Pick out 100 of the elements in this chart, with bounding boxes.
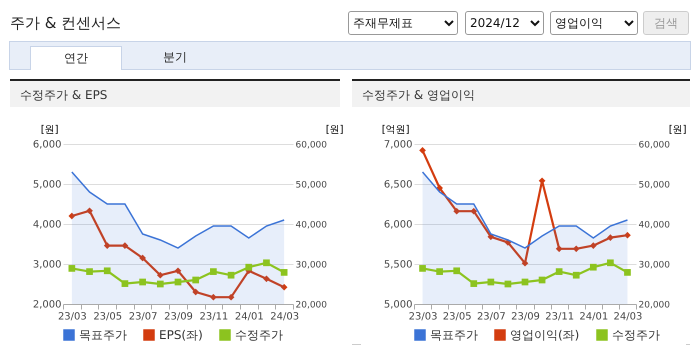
chart-title: 수정주가 & EPS [10, 79, 340, 107]
y2-tick-label: 60,000 [296, 140, 328, 150]
legend-label: 목표주가 [430, 328, 478, 342]
x-tick-label: 23/05 [442, 312, 472, 322]
y2-tick-label: 50,000 [638, 180, 670, 190]
point [104, 267, 111, 274]
point [86, 268, 93, 275]
y-tick-label: 2,000 [32, 300, 62, 310]
point [607, 234, 614, 241]
dropdown-select: 영업이익 [550, 11, 638, 35]
y2-axis-title: [원] [668, 124, 687, 136]
chart-title: 수정주가 & 영업이익 [352, 79, 690, 107]
point [522, 260, 528, 267]
point [487, 278, 494, 286]
point [122, 242, 128, 249]
x-tick-label: 23/11 [199, 312, 228, 322]
point [504, 280, 512, 288]
x-tick-label: 23/07 [476, 312, 506, 322]
text: 주가 & 컨센서스 [10, 14, 122, 33]
legend-label: 수정주가 [235, 328, 283, 342]
point [522, 278, 528, 286]
point [624, 232, 631, 239]
x-tick-label: 24/03 [270, 312, 300, 322]
search-button: 검색 [643, 11, 689, 35]
point [68, 265, 76, 272]
x-tick-label: 23/07 [128, 312, 158, 322]
point [104, 242, 111, 249]
y2-axis-title: [원] [326, 124, 344, 136]
point [436, 268, 443, 275]
y2-tick-label: 20,000 [296, 300, 328, 310]
y-axis-title: [원] [40, 124, 59, 136]
text: 분기 [162, 49, 188, 66]
point [86, 207, 93, 214]
point [139, 254, 146, 262]
point [453, 208, 460, 215]
point [68, 212, 76, 220]
legend-label: EPS(좌) [159, 328, 203, 342]
y2-tick-label: 40,000 [296, 220, 328, 230]
point [228, 272, 234, 279]
x-tick-label: 23/09 [511, 312, 540, 322]
point [470, 208, 478, 215]
point [156, 280, 164, 288]
point [590, 242, 597, 249]
y-axis-title: [억원] [382, 124, 410, 136]
point [556, 268, 563, 275]
point [590, 264, 597, 271]
point [210, 268, 217, 275]
point [210, 294, 217, 301]
point [572, 272, 580, 279]
y2-tick-label: 60,000 [638, 140, 670, 150]
legend-label: 영업이익(좌) [510, 328, 580, 342]
legend-label: 수정주가 [612, 328, 660, 342]
y2-tick-label: 40,000 [638, 220, 670, 230]
point [263, 259, 270, 266]
point [453, 267, 460, 274]
point [228, 294, 234, 301]
y2-tick-label: 50,000 [296, 180, 328, 190]
point [607, 259, 614, 266]
y2-tick-label: 30,000 [296, 260, 328, 270]
x-tick-label: 23/05 [93, 312, 122, 322]
y-tick-label: 5,000 [384, 300, 412, 310]
y-tick-label: 4,000 [32, 220, 62, 230]
y2-tick-label: 20,000 [638, 300, 670, 310]
point [572, 245, 580, 252]
point [419, 265, 426, 272]
x-tick-label: 23/09 [164, 312, 193, 322]
point [538, 276, 546, 284]
y-tick-label: 5,000 [32, 180, 62, 190]
y-tick-label: 6,500 [384, 180, 412, 190]
point [280, 269, 288, 276]
text: 연간 [30, 46, 122, 70]
point [624, 269, 631, 276]
y-tick-label: 5,500 [384, 260, 412, 270]
point [156, 272, 164, 279]
point [245, 264, 252, 271]
dropdown-select: 주재무제표 [348, 11, 458, 35]
x-tick-label: 23/11 [545, 312, 574, 322]
y-tick-label: 3,000 [32, 260, 62, 270]
x-tick-label: 24/03 [614, 312, 642, 322]
x-tick-label: 24/01 [579, 312, 608, 322]
dropdown-select: 2024/12 [465, 11, 544, 35]
point [192, 276, 200, 284]
point [139, 278, 146, 286]
point [174, 278, 182, 286]
point [556, 245, 563, 252]
y-tick-label: 7,000 [384, 140, 412, 150]
x-tick-label: 23/03 [58, 312, 87, 322]
point [263, 275, 270, 282]
x-tick-label: 24/01 [234, 312, 264, 322]
point [280, 284, 288, 291]
y2-tick-label: 30,000 [638, 260, 670, 270]
y-tick-label: 6,000 [384, 220, 412, 230]
y-tick-label: 6,000 [32, 140, 62, 150]
point [470, 280, 478, 287]
point [192, 288, 200, 296]
point [419, 147, 426, 154]
legend-label: 목표주가 [79, 328, 127, 342]
point [122, 280, 128, 287]
point [174, 267, 182, 274]
x-tick-label: 23/03 [408, 312, 438, 322]
